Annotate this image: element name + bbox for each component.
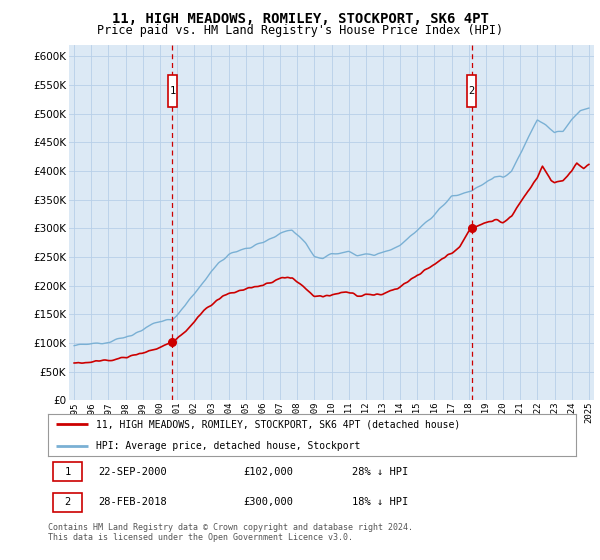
Text: 1: 1	[65, 466, 71, 477]
Text: £102,000: £102,000	[244, 466, 293, 477]
Bar	[167, 74, 177, 107]
Text: 2: 2	[65, 497, 71, 507]
Bar	[467, 74, 476, 107]
Text: 11, HIGH MEADOWS, ROMILEY, STOCKPORT, SK6 4PT: 11, HIGH MEADOWS, ROMILEY, STOCKPORT, SK…	[112, 12, 488, 26]
Text: £300,000: £300,000	[244, 497, 293, 507]
Bar	[53, 493, 82, 512]
Text: Contains HM Land Registry data © Crown copyright and database right 2024.
This d: Contains HM Land Registry data © Crown c…	[48, 523, 413, 543]
Text: 28-FEB-2018: 28-FEB-2018	[98, 497, 167, 507]
Text: 28% ↓ HPI: 28% ↓ HPI	[352, 466, 408, 477]
Text: 2: 2	[469, 86, 475, 96]
Text: 18% ↓ HPI: 18% ↓ HPI	[352, 497, 408, 507]
Bar	[53, 462, 82, 482]
Text: Price paid vs. HM Land Registry's House Price Index (HPI): Price paid vs. HM Land Registry's House …	[97, 24, 503, 36]
Text: HPI: Average price, detached house, Stockport: HPI: Average price, detached house, Stoc…	[95, 441, 360, 451]
Text: 11, HIGH MEADOWS, ROMILEY, STOCKPORT, SK6 4PT (detached house): 11, HIGH MEADOWS, ROMILEY, STOCKPORT, SK…	[95, 419, 460, 430]
Text: 22-SEP-2000: 22-SEP-2000	[98, 466, 167, 477]
Text: 1: 1	[169, 86, 176, 96]
